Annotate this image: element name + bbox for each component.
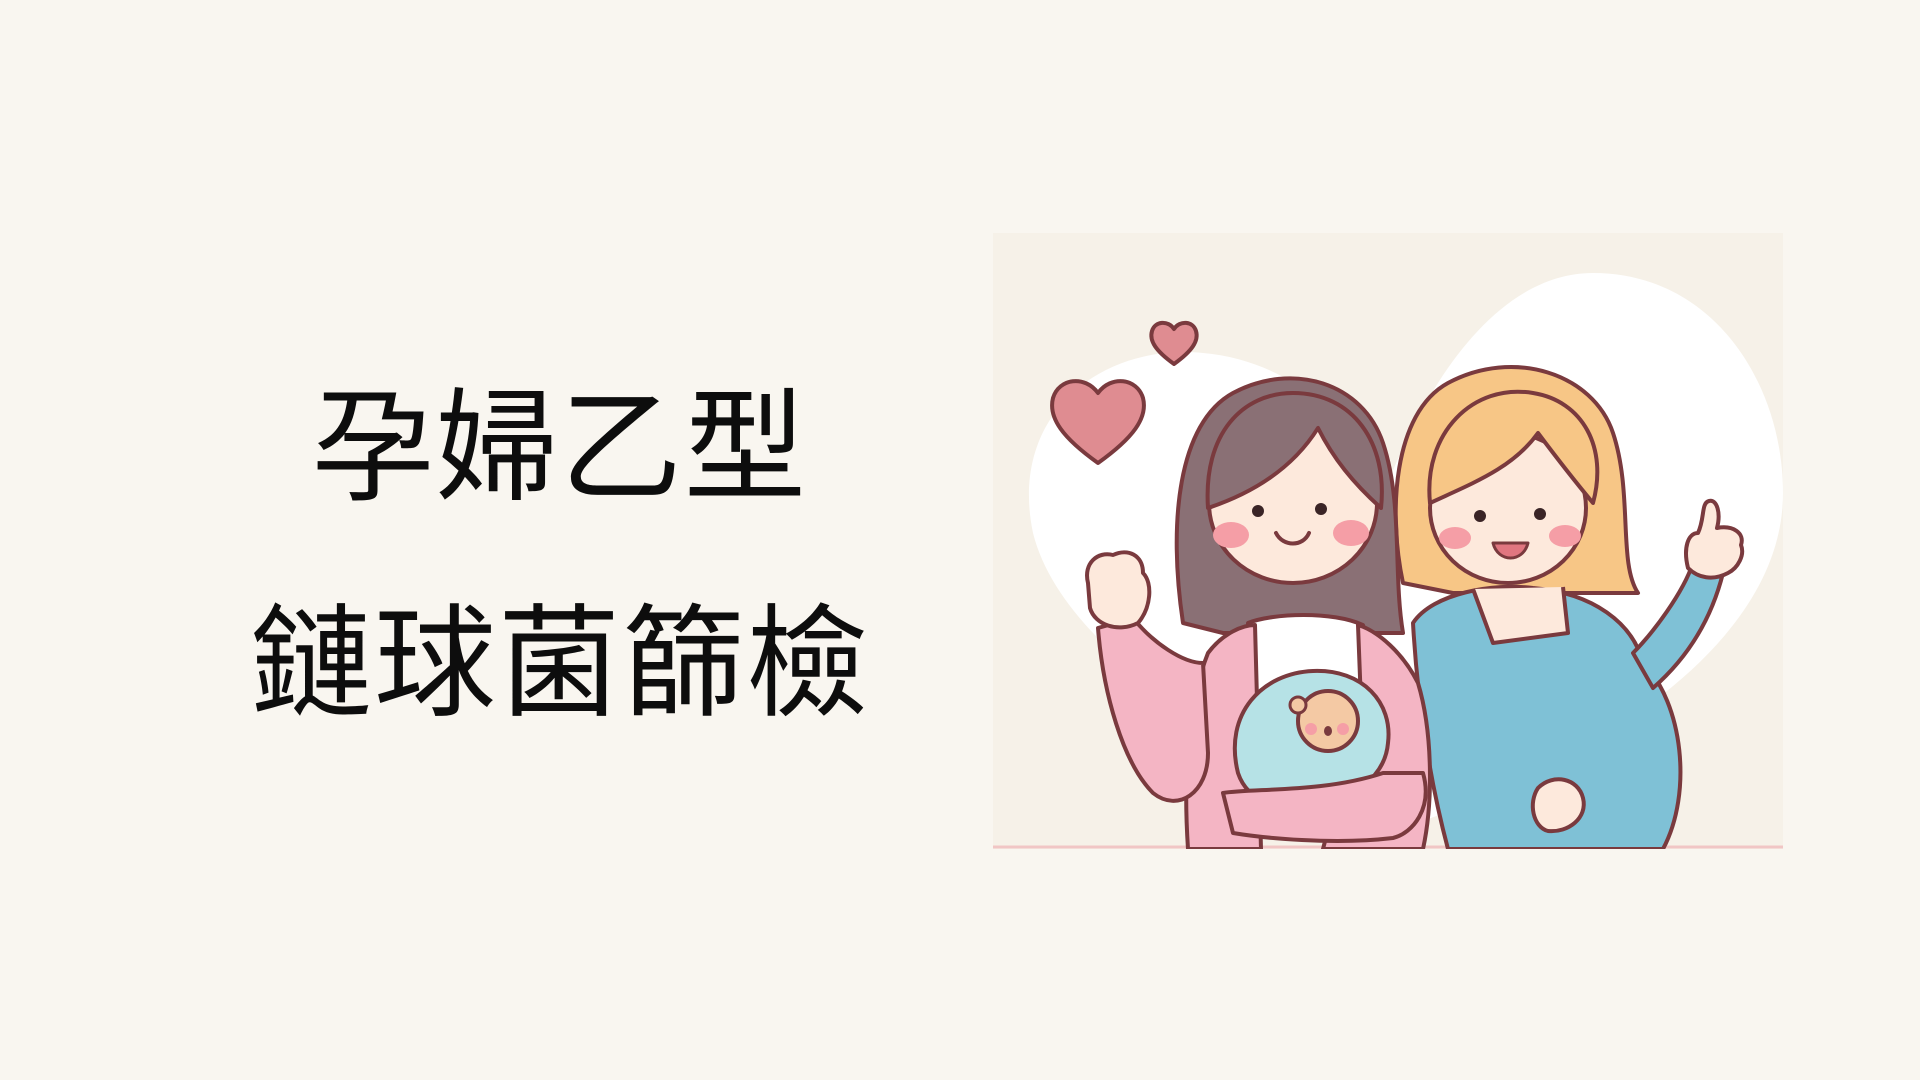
title-line-1: 孕婦乙型 xyxy=(312,377,808,519)
raised-fist-arm xyxy=(1096,616,1210,803)
baby-cheek xyxy=(1337,723,1349,735)
fist-hand xyxy=(1085,550,1152,630)
cheek xyxy=(1549,525,1581,547)
open-smile xyxy=(1491,541,1530,560)
baby-cheek xyxy=(1305,723,1317,735)
baby-mouth xyxy=(1324,726,1332,736)
eye xyxy=(1315,503,1327,515)
baby-ear xyxy=(1288,695,1308,715)
mothers-with-baby-illustration xyxy=(993,233,1783,849)
thumbs-up-hand xyxy=(1684,498,1745,580)
hand-on-belly xyxy=(1530,777,1586,834)
baby-face xyxy=(1296,689,1360,753)
title-line-2: 鏈球菌篩檢 xyxy=(250,593,870,735)
eye xyxy=(1534,508,1546,520)
dark-hair-bangs xyxy=(1205,391,1384,510)
cheek xyxy=(1213,522,1249,548)
smile xyxy=(1274,531,1311,546)
eye xyxy=(1252,505,1264,517)
page-title: 孕婦乙型 鏈球菌篩檢 xyxy=(110,340,1010,772)
cheek xyxy=(1333,520,1369,546)
heart-icon xyxy=(1050,379,1146,465)
holding-arm xyxy=(1221,771,1428,843)
small-heart-icon xyxy=(1149,320,1199,366)
eye xyxy=(1474,510,1486,522)
blonde-bangs xyxy=(1427,389,1600,505)
dress-neckline xyxy=(1471,586,1570,645)
cheek xyxy=(1439,527,1471,549)
